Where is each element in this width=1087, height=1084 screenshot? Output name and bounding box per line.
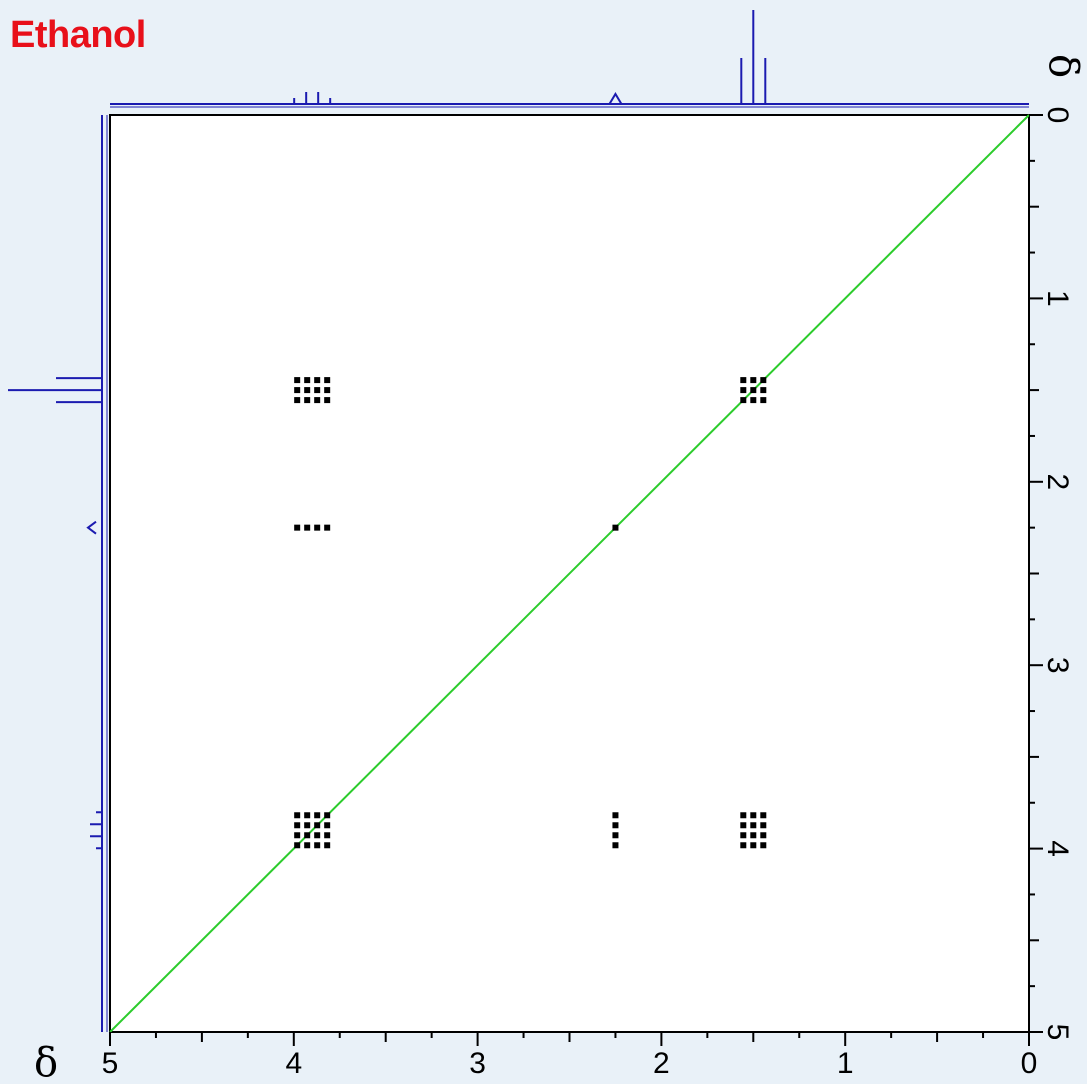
cross-peak [740, 812, 747, 819]
cross-peak [740, 842, 747, 849]
cross-peak [750, 387, 757, 394]
cross-peak [760, 377, 767, 384]
cross-peak [294, 822, 301, 829]
cross-peak [750, 812, 757, 819]
y-tick-label: 5 [1041, 1024, 1074, 1041]
cross-peak [760, 822, 767, 829]
cross-peak [750, 377, 757, 384]
cross-peak [314, 397, 321, 404]
cross-peak [324, 387, 331, 394]
y-tick-label: 1 [1041, 290, 1074, 307]
cross-peak [750, 842, 757, 849]
cross-peak [304, 822, 311, 829]
cross-peak [750, 832, 757, 839]
cross-peak [740, 822, 747, 829]
chart-title: Ethanol [10, 14, 146, 56]
cross-peak [304, 377, 311, 384]
cross-peak [314, 812, 321, 819]
cross-peak [294, 387, 301, 394]
cross-peak [314, 822, 321, 829]
y-tick-label: 3 [1041, 657, 1074, 674]
cross-peak [314, 842, 321, 849]
x-tick-label: 0 [1021, 1047, 1038, 1080]
cross-peak [324, 397, 331, 404]
cross-peak [304, 397, 311, 404]
cross-peak [324, 377, 331, 384]
x-tick-label: 1 [837, 1047, 854, 1080]
cross-peak [304, 812, 311, 819]
cross-peak [324, 842, 331, 849]
cross-peak [314, 832, 321, 839]
cross-peak [304, 387, 311, 394]
cross-peak [304, 524, 311, 531]
cross-peak [304, 832, 311, 839]
cross-peak [612, 812, 619, 819]
cross-peak [304, 842, 311, 849]
cross-peak [740, 832, 747, 839]
x-axis-label: δ [34, 1040, 58, 1084]
left-spectrum-broad-peak [86, 520, 97, 535]
cross-peak [612, 524, 619, 531]
cross-peak [324, 812, 331, 819]
cross-peak [740, 387, 747, 394]
cross-peak [740, 377, 747, 384]
y-axis-label: δ [1040, 54, 1086, 78]
cross-peak [612, 832, 619, 839]
y-tick-label: 4 [1041, 840, 1074, 857]
cross-peak [324, 524, 331, 531]
cross-peak [612, 822, 619, 829]
cross-peak [750, 822, 757, 829]
x-tick-label: 2 [653, 1047, 670, 1080]
cross-peak [324, 822, 331, 829]
cross-peak [750, 397, 757, 404]
cross-peak [760, 397, 767, 404]
cross-peak [612, 842, 619, 849]
cross-peak [760, 812, 767, 819]
diagonal-line [109, 114, 1030, 1033]
cross-peak [294, 397, 301, 404]
cross-peak [760, 387, 767, 394]
cross-peak [314, 377, 321, 384]
cross-peak [294, 832, 301, 839]
cross-peak [294, 842, 301, 849]
x-tick-label: 4 [285, 1047, 302, 1080]
cross-peak [294, 812, 301, 819]
top-spectrum-broad-peak [608, 92, 623, 105]
cross-peak [294, 377, 301, 384]
y-tick-label: 2 [1041, 473, 1074, 490]
cross-peak [314, 387, 321, 394]
cross-peak [760, 842, 767, 849]
x-tick-label: 5 [102, 1047, 119, 1080]
x-tick-label: 3 [469, 1047, 486, 1080]
cross-peak [760, 832, 767, 839]
cross-peak [294, 524, 301, 531]
cross-peak [740, 397, 747, 404]
cross-peak [324, 832, 331, 839]
cross-peak [314, 524, 321, 531]
y-tick-label: 0 [1041, 107, 1074, 124]
